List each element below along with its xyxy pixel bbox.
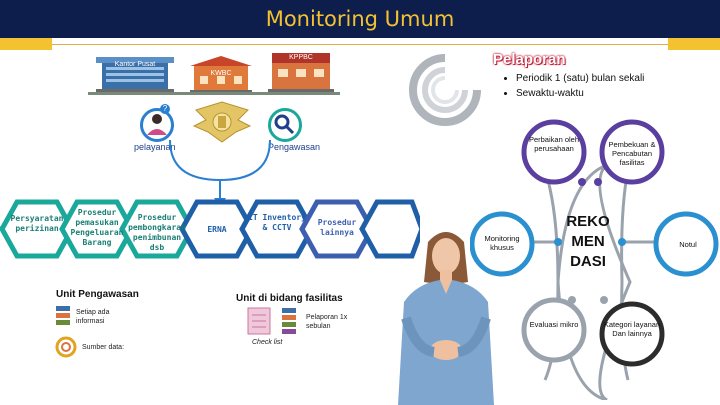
rekomendasi-item-kategori: Kategori layanan Dan lainnya <box>603 320 661 338</box>
kantor-pusat-building: Kantor Pusat <box>96 55 174 93</box>
checklist-icon <box>247 307 271 335</box>
kppbc-label: KPPBC <box>289 54 313 61</box>
unit-pengawasan-title: Unit Pengawasan <box>56 289 139 300</box>
flow-step-pembongkaran: Prosedur pembongkaran penimbunan dsb <box>128 213 186 252</box>
flow-step-persyaratan: Persyaratan perizinan <box>10 214 64 233</box>
pelaporan-item: Sewaktu-waktu <box>516 88 644 99</box>
rekomendasi-item-notul: Notul <box>679 240 697 249</box>
unit-fasilitas-title: Unit di bidang fasilitas <box>236 293 343 304</box>
person-icon <box>147 114 167 135</box>
rekomendasi-item-perbaikan: Perbaikan oleh perusahaan <box>528 135 580 153</box>
customs-emblem <box>192 101 252 143</box>
rekomendasi-item-pembekuan: Pembekuan & Pencabutan fasilitas <box>608 140 656 167</box>
rekomendasi-center-line: DASI <box>570 253 606 270</box>
unit-pengawasan-item: Setiap ada informasi <box>76 309 110 325</box>
pengawasan-label: Pengawasan <box>268 142 321 152</box>
flow-step-erna: ERNA <box>207 225 227 234</box>
pelaporan-title: Pelaporan <box>493 51 566 68</box>
pelaporan-list: Periodik 1 (satu) bulan sekali Sewaktu-w… <box>504 73 644 103</box>
kwbc-label: KWBC <box>210 70 232 77</box>
road-strip <box>88 92 340 95</box>
flow-step-it-inventory: IT Inventory & CCTV <box>248 213 306 232</box>
flow-hexagons <box>0 199 420 259</box>
kantor-pusat-label: Kantor Pusat <box>114 61 156 68</box>
rings-icon <box>55 336 77 358</box>
question-icon: ? <box>160 104 170 114</box>
unit-pengawasan-sumber: Sumber data: <box>82 344 125 351</box>
stack-icon <box>282 308 296 334</box>
kwbc-building: KWBC <box>190 56 252 94</box>
pengawasan-icon <box>268 108 302 142</box>
header-accent-right <box>668 38 720 50</box>
slide-title: Monitoring Umum <box>265 7 455 31</box>
rekomendasi-center-line: MEN <box>571 233 605 250</box>
rekomendasi-center-line: REKO <box>566 213 610 230</box>
rekomendasi-item-evaluasi: Evaluasi mikro <box>529 320 579 329</box>
flow-step-pemasukan: Prosedur pemasukan Pengeluaran Barang <box>70 208 124 247</box>
kppbc-building: KPPBC <box>268 51 334 93</box>
unit-fasilitas-item: Pelaporan 1x sebulan <box>306 314 348 330</box>
pelaporan-item: Periodik 1 (satu) bulan sekali <box>516 73 644 84</box>
header-accent-line <box>52 44 668 45</box>
header-accent-left <box>0 38 52 50</box>
stack-icon <box>56 306 70 325</box>
magnifier-icon <box>274 114 295 135</box>
rekomendasi-center: REKO MEN DASI <box>558 212 618 272</box>
pelaporan-rings-graphic <box>409 54 481 126</box>
presenter-avatar <box>398 232 494 405</box>
pelayanan-label: pelayanan <box>134 142 176 152</box>
checklist-caption: Check list <box>252 339 283 346</box>
rekomendasi-item-monitoring: Monitoring khusus <box>484 234 520 252</box>
pelayanan-icon <box>140 108 174 142</box>
flow-step-lainnya: Prosedur lainnya <box>317 218 357 237</box>
slide-header: Monitoring Umum <box>0 0 720 38</box>
rekomendasi-diagram <box>470 119 719 400</box>
